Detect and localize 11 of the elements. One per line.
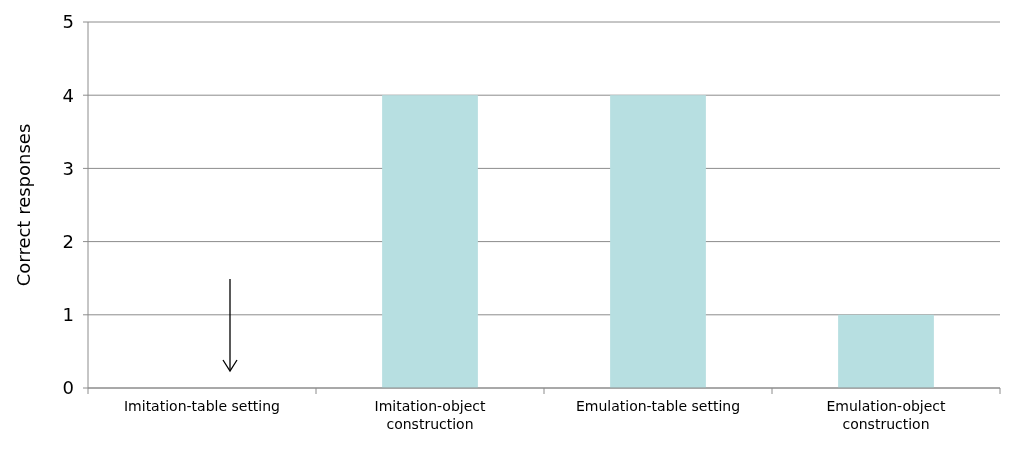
y-tick-label: 5: [62, 11, 74, 33]
x-tick-label: Emulation-table setting: [575, 398, 741, 414]
x-tick-label: Imitation-table setting: [123, 398, 281, 414]
x-tick-label: Imitation-object construction: [374, 398, 487, 432]
y-tick-label: 0: [62, 377, 74, 399]
y-axis-title: Correct responses: [13, 123, 34, 287]
x-tick-label: Emulation-object construction: [826, 398, 947, 432]
y-tick-label: 3: [62, 157, 74, 179]
y-tick-label: 4: [62, 84, 74, 106]
y-tick-label: 2: [62, 230, 74, 252]
y-tick-label: 1: [62, 304, 74, 326]
